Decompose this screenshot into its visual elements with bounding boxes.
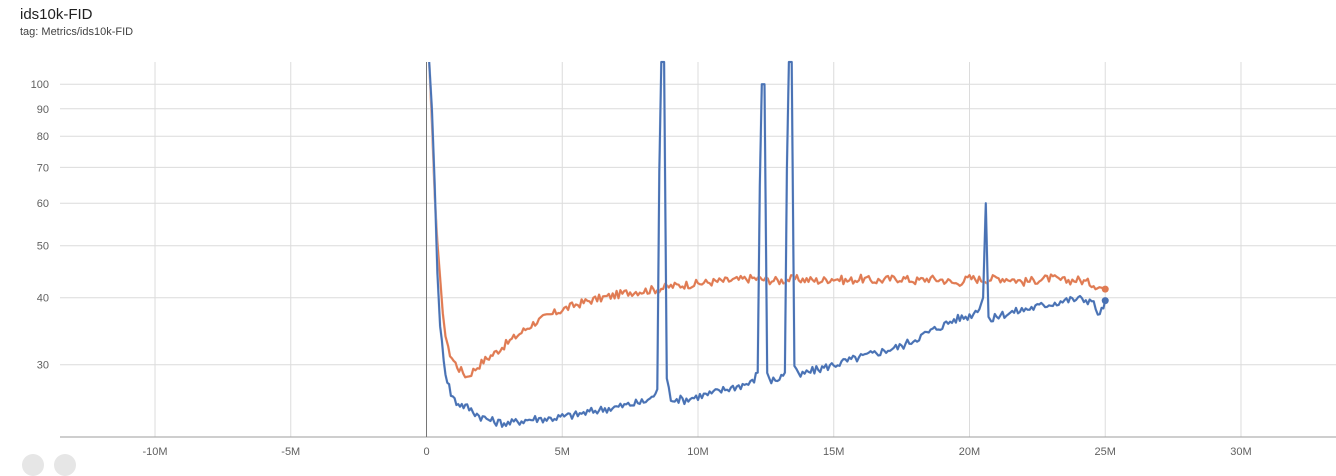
grid [60, 62, 1336, 437]
chart-title: ids10k-FID [20, 6, 93, 23]
x-tick-label: 5M [555, 446, 570, 458]
chart-tag: tag: Metrics/ids10k-FID [20, 26, 134, 38]
x-tick-label: -5M [281, 446, 300, 458]
series-end-point-0[interactable] [1101, 285, 1109, 293]
x-tick-label: 0 [423, 446, 429, 458]
series [427, 60, 1109, 429]
y-tick-label: 50 [37, 241, 49, 253]
x-tick-label: 25M [1095, 446, 1116, 458]
y-tick-label: 100 [31, 79, 49, 91]
series-line-0[interactable] [428, 61, 1106, 379]
axes [60, 62, 1336, 438]
series-line-1[interactable] [428, 61, 1107, 428]
action-button-2[interactable] [54, 454, 76, 476]
y-tick-label: 30 [37, 360, 49, 372]
tick-labels: -10M -5M 0 5M 10M 15M 20M 25M 30M 30 40 50 60 70 80 90 1… [31, 79, 1252, 458]
y-tick-label: 40 [37, 293, 49, 305]
y-tick-label: 60 [37, 198, 49, 210]
series-end-point-1[interactable] [1101, 297, 1109, 305]
x-tick-label: 10M [687, 446, 708, 458]
x-tick-label: 15M [823, 446, 844, 458]
x-tick-label: -10M [142, 446, 167, 458]
action-button-1[interactable] [22, 454, 44, 476]
y-tick-label: 70 [37, 162, 49, 174]
x-tick-label: 30M [1230, 446, 1251, 458]
y-tick-label: 90 [37, 104, 49, 116]
y-tick-label: 80 [37, 131, 49, 143]
x-tick-label: 20M [959, 446, 980, 458]
fid-line-chart[interactable]: -10M -5M 0 5M 10M 15M 20M 25M 30M 30 40 50 60 70 80 90 1… [0, 0, 1336, 462]
